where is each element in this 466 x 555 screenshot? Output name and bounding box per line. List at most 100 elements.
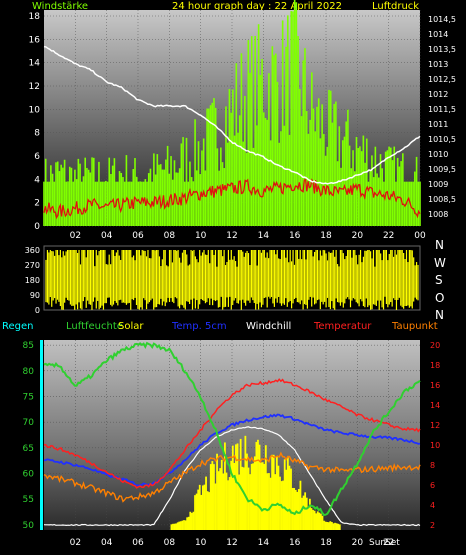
solar-bar (301, 497, 303, 530)
wind-direction-bar (112, 250, 115, 305)
wind-gust-bar (333, 103, 335, 226)
solar-bar (181, 520, 184, 530)
solar-bar (304, 492, 307, 530)
wind-direction-bar (285, 257, 287, 299)
wind-direction-bar (157, 250, 159, 305)
solar-bar (290, 468, 292, 530)
wind-gust-bar (74, 169, 76, 226)
temperature-line (44, 378, 421, 489)
wind-gust-bar (261, 59, 263, 227)
solar-bar (189, 511, 192, 530)
wind-direction-bar (219, 250, 221, 307)
wind-gust-bar (254, 35, 256, 226)
wind-gust-bar (362, 135, 365, 226)
wind-direction-bar (76, 252, 79, 310)
solar-bar (285, 469, 288, 530)
solar-bar (323, 520, 325, 530)
wind-direction-bar (359, 250, 362, 300)
wind-direction-bar (332, 250, 334, 309)
wind-direction-bar (303, 250, 306, 305)
wind-gust-bar (274, 53, 277, 227)
solar-bar (213, 464, 215, 530)
wind-direction-bar (321, 255, 323, 302)
wind-gust-bar (321, 104, 323, 226)
wind-gust-bar (142, 181, 145, 226)
wind-direction-bar (118, 255, 120, 301)
wind-gust-bar (55, 162, 57, 226)
wind-direction-bar (210, 250, 212, 299)
wind-gust-bar (367, 181, 370, 226)
wind-direction-bar (88, 250, 90, 305)
wind-gust-bar (214, 107, 217, 226)
legend-windchill: Windchill (246, 321, 292, 332)
solar-bar (330, 521, 333, 530)
wind-gust-bar (149, 168, 152, 226)
wind-mean-line (43, 178, 421, 220)
chart-title: 24 hour graph day : 22 April 2022 (172, 1, 342, 12)
wind-gust-bar (86, 167, 88, 226)
wind-direction-bar (148, 258, 151, 303)
solar-bar (255, 441, 258, 530)
wind-gust-bar (259, 75, 262, 226)
wind-direction-bar (252, 250, 254, 301)
wind-gust-bar (183, 181, 186, 226)
wind-direction-bar (78, 250, 80, 303)
wind-gust-bar (180, 143, 183, 226)
wind-gust-bar (245, 152, 248, 226)
wind-gust-bar (252, 147, 255, 226)
solar-bar (231, 445, 234, 530)
solar-bar (315, 513, 318, 530)
pressure-y-tick-label: 1008,5 (428, 195, 456, 204)
wind-direction-bar (345, 256, 347, 299)
humidity-line (43, 341, 421, 516)
wind-direction-bar (178, 257, 181, 309)
wind-direction-bar (266, 252, 268, 308)
wind-direction-bar (65, 251, 67, 298)
solar-bar (238, 474, 240, 530)
wind-direction-bar (246, 250, 248, 301)
wind-direction-bar (342, 253, 344, 308)
dir-label-n-top: N (435, 238, 444, 252)
wind-direction-bar (110, 264, 112, 305)
wind-gust-bar (383, 181, 385, 226)
wind-x-tick-label: 06 (132, 231, 144, 241)
wind-gust-bar (187, 181, 190, 226)
solar-bar (275, 456, 278, 530)
wind-gust-bar (286, 15, 289, 226)
wind-direction-bar (82, 250, 84, 302)
wind-direction-bar (171, 262, 173, 302)
solar-bar (179, 521, 182, 530)
wind-gust-bar (374, 146, 377, 226)
wind-direction-bar (313, 251, 316, 305)
wind-direction-bar (280, 250, 283, 306)
wind-direction-bar (173, 250, 175, 304)
wind-direction-bar (84, 250, 86, 298)
wind-y-tick-label: 4 (34, 175, 40, 185)
wind-gust-bar (201, 150, 203, 226)
solar-bar (178, 521, 181, 530)
wind-gust-bar (396, 157, 399, 226)
wind-gust-bar (390, 147, 392, 226)
solar-bar (291, 487, 294, 530)
wind-gust-bar (60, 164, 62, 226)
wind-direction-bar (164, 250, 166, 307)
wind-gust-bar (256, 125, 258, 226)
pressure-line (43, 45, 421, 185)
wind-direction-bar (237, 250, 240, 304)
wind-direction-bar (243, 256, 245, 303)
wind-y-tick-label: 8 (34, 129, 40, 139)
legend-solar: Solar (118, 321, 144, 332)
dir-label-o: O (435, 291, 445, 305)
wind-direction-bar (224, 265, 227, 307)
wind-direction-bar (183, 250, 185, 308)
wind-direction-bar (382, 250, 385, 310)
wind-direction-bar (338, 266, 340, 303)
wind-gust-bar (153, 153, 155, 226)
wind-direction-bar (415, 262, 418, 300)
solar-bar (235, 444, 237, 530)
wind-direction-bar (259, 250, 261, 303)
wind-gust-bar (123, 181, 126, 226)
solar-bar (337, 523, 340, 530)
wind-direction-bar (391, 250, 393, 307)
solar-bar (175, 523, 178, 530)
